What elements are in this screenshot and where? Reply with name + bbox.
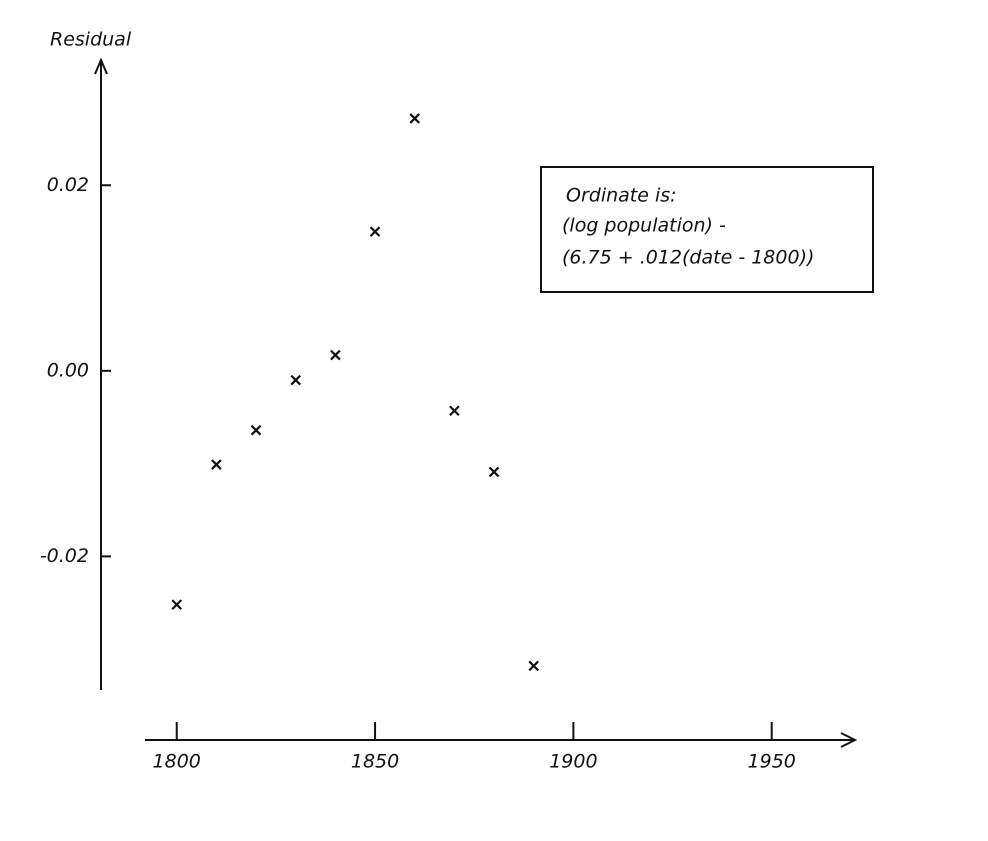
annotation-line: (6.75 + .012(date - 1800)) <box>562 247 814 269</box>
point <box>488 466 500 478</box>
point-cross <box>211 459 222 470</box>
point-cross <box>528 660 539 672</box>
point <box>528 660 539 672</box>
point-cross <box>409 113 420 124</box>
y-tick-label: 0.02 <box>47 174 89 196</box>
x-axis <box>145 732 858 748</box>
x-tick-label: 1950 <box>748 751 796 773</box>
point <box>409 113 420 124</box>
point-cross <box>290 374 302 386</box>
annotation-line: (log population) - <box>562 215 726 237</box>
y-axis <box>94 57 108 690</box>
point-cross <box>488 466 500 478</box>
point <box>171 599 183 610</box>
y-axis-label: Residual <box>50 29 132 51</box>
annotation-line: Ordinate is: <box>566 185 677 207</box>
point-cross <box>369 226 381 237</box>
point-cross <box>330 349 341 361</box>
point <box>330 349 341 361</box>
annotation-box <box>540 166 874 293</box>
point <box>369 226 381 237</box>
y-tick-label: 0.00 <box>47 359 89 381</box>
point-cross <box>250 424 262 436</box>
point <box>250 424 262 436</box>
x-tick-label: 1800 <box>153 751 201 773</box>
point-cross <box>449 405 460 416</box>
y-tick-label: -0.02 <box>40 545 89 567</box>
x-tick-label: 1850 <box>351 751 399 773</box>
point-cross <box>171 599 183 610</box>
x-tick-label: 1900 <box>549 751 597 773</box>
point <box>211 459 222 470</box>
point <box>449 405 460 416</box>
point <box>290 374 302 386</box>
